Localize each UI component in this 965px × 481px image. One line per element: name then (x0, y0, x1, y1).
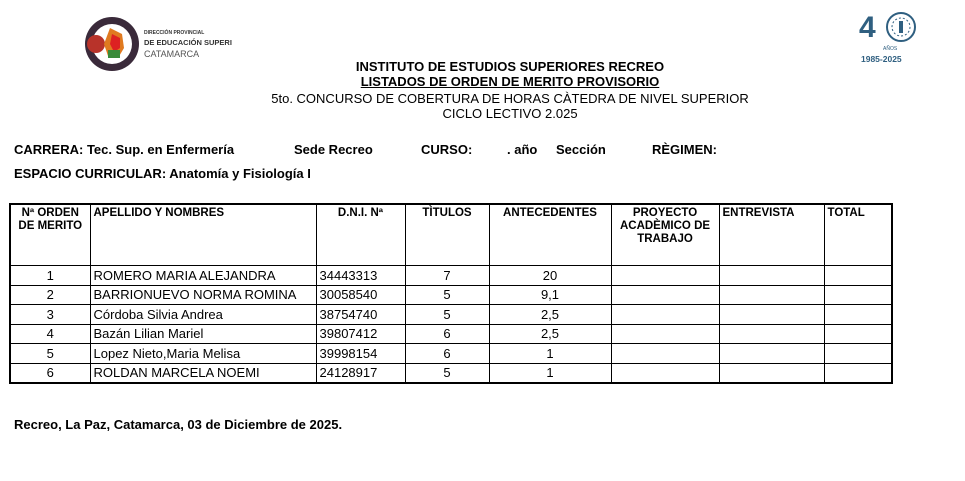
place-date: Recreo, La Paz, Catamarca, 03 de Diciemb… (14, 417, 343, 432)
table-row: 3 Córdoba Silvia Andrea 38754740 5 2,5 (9, 304, 893, 325)
cell-proyecto (610, 284, 720, 305)
cell-antecedentes: 1 (488, 362, 612, 384)
institution-name: INSTITUTO DE ESTUDIOS SUPERIORES RECREO (355, 59, 665, 74)
cell-entrevista (718, 284, 825, 305)
svg-text:DIRECCIÓN PROVINCIAL: DIRECCIÓN PROVINCIAL (144, 28, 204, 36)
cell-orden: 3 (9, 304, 91, 325)
cell-dni: 38754740 (315, 304, 406, 325)
cell-titulos: 6 (404, 343, 490, 364)
cell-proyecto (610, 343, 720, 364)
cell-antecedentes: 1 (488, 343, 612, 364)
cell-entrevista (718, 265, 825, 286)
espacio-curricular: ESPACIO CURRICULAR: Anatomía y Fisiologí… (14, 166, 311, 181)
table-row: 5 Lopez Nieto,Maria Melisa 39998154 6 1 (9, 343, 893, 364)
svg-text:4: 4 (859, 11, 876, 44)
cell-titulos: 7 (404, 265, 490, 286)
cell-antecedentes: 20 (488, 265, 612, 286)
regimen: RÈGIMEN: (652, 142, 717, 157)
cell-entrevista (718, 323, 825, 344)
document-title: LISTADOS DE ORDEN DE MERITO PROVISORIO (360, 74, 660, 89)
cell-total (823, 265, 893, 286)
table-row: 2 BARRIONUEVO NORMA ROMINA 30058540 5 9,1 (9, 284, 893, 305)
cell-proyecto (610, 304, 720, 325)
table-row: 1 ROMERO MARIA ALEJANDRA 34443313 7 20 (9, 265, 893, 286)
cell-orden: 6 (9, 362, 91, 384)
cell-dni: 39998154 (315, 343, 406, 364)
cell-orden: 4 (9, 323, 91, 344)
contest-name: 5to. CONCURSO DE COBERTURA DE HORAS CÀTE… (271, 91, 749, 106)
cell-dni: 34443313 (315, 265, 406, 286)
cell-titulos: 5 (404, 284, 490, 305)
merit-table: Nª ORDEN DE MERITO APELLIDO Y NOMBRES D.… (9, 203, 893, 384)
cell-total (823, 304, 893, 325)
cell-antecedentes: 2,5 (488, 304, 612, 325)
cell-entrevista (718, 343, 825, 364)
cell-dni: 30058540 (315, 284, 406, 305)
col-proyecto: PROYECTO ACADÈMICO DE TRABAJO (610, 203, 720, 266)
sede: Sede Recreo (294, 142, 373, 157)
col-total: TOTAL (823, 203, 893, 266)
carrera: CARRERA: Tec. Sup. en Enfermería (14, 142, 235, 157)
cell-proyecto (610, 362, 720, 384)
svg-text:CATAMARCA: CATAMARCA (144, 49, 199, 59)
cell-total (823, 284, 893, 305)
col-nombres: APELLIDO Y NOMBRES (89, 203, 317, 266)
cycle: CICLO LECTIVO 2.025 (442, 106, 578, 121)
cell-entrevista (718, 362, 825, 384)
cell-nombre: Lopez Nieto,Maria Melisa (89, 343, 317, 364)
cell-titulos: 6 (404, 323, 490, 344)
cell-antecedentes: 2,5 (488, 323, 612, 344)
cell-antecedentes: 9,1 (488, 284, 612, 305)
cell-total (823, 343, 893, 364)
cell-titulos: 5 (404, 304, 490, 325)
col-orden: Nª ORDEN DE MERITO (9, 203, 91, 266)
cell-titulos: 5 (404, 362, 490, 384)
col-titulos: TÌTULOS (404, 203, 490, 266)
svg-text:DE EDUCACIÓN SUPERIOR: DE EDUCACIÓN SUPERIOR (144, 38, 232, 47)
cell-proyecto (610, 265, 720, 286)
cell-entrevista (718, 304, 825, 325)
curso: CURSO: (421, 142, 473, 157)
cell-orden: 1 (9, 265, 91, 286)
cell-orden: 2 (9, 284, 91, 305)
cell-proyecto (610, 323, 720, 344)
cell-orden: 5 (9, 343, 91, 364)
cell-nombre: ROLDAN MARCELA NOEMI (89, 362, 317, 384)
cell-total (823, 323, 893, 344)
cell-nombre: ROMERO MARIA ALEJANDRA (89, 265, 317, 286)
anio: . año (507, 142, 538, 157)
col-dni: D.N.I. Nª (315, 203, 406, 266)
table-row: 6 ROLDAN MARCELA NOEMI 24128917 5 1 (9, 362, 893, 384)
col-entrevista: ENTREVISTA (718, 203, 825, 266)
col-antecedentes: ANTECEDENTES (488, 203, 612, 266)
cell-dni: 39807412 (315, 323, 406, 344)
cell-dni: 24128917 (315, 362, 406, 384)
forty-years-logo: 4 AÑOS 1985-2025 (855, 8, 927, 64)
cell-nombre: Córdoba Silvia Andrea (89, 304, 317, 325)
seccion: Sección (556, 142, 606, 157)
direccion-educacion-superior-logo: DIRECCIÓN PROVINCIAL DE EDUCACIÓN SUPERI… (82, 14, 244, 74)
cell-nombre: Bazán Lilian Mariel (89, 323, 317, 344)
table-row: 4 Bazán Lilian Mariel 39807412 6 2,5 (9, 323, 893, 344)
svg-text:AÑOS: AÑOS (883, 45, 898, 52)
cell-total (823, 362, 893, 384)
cell-nombre: BARRIONUEVO NORMA ROMINA (89, 284, 317, 305)
svg-text:1985-2025: 1985-2025 (861, 54, 902, 64)
